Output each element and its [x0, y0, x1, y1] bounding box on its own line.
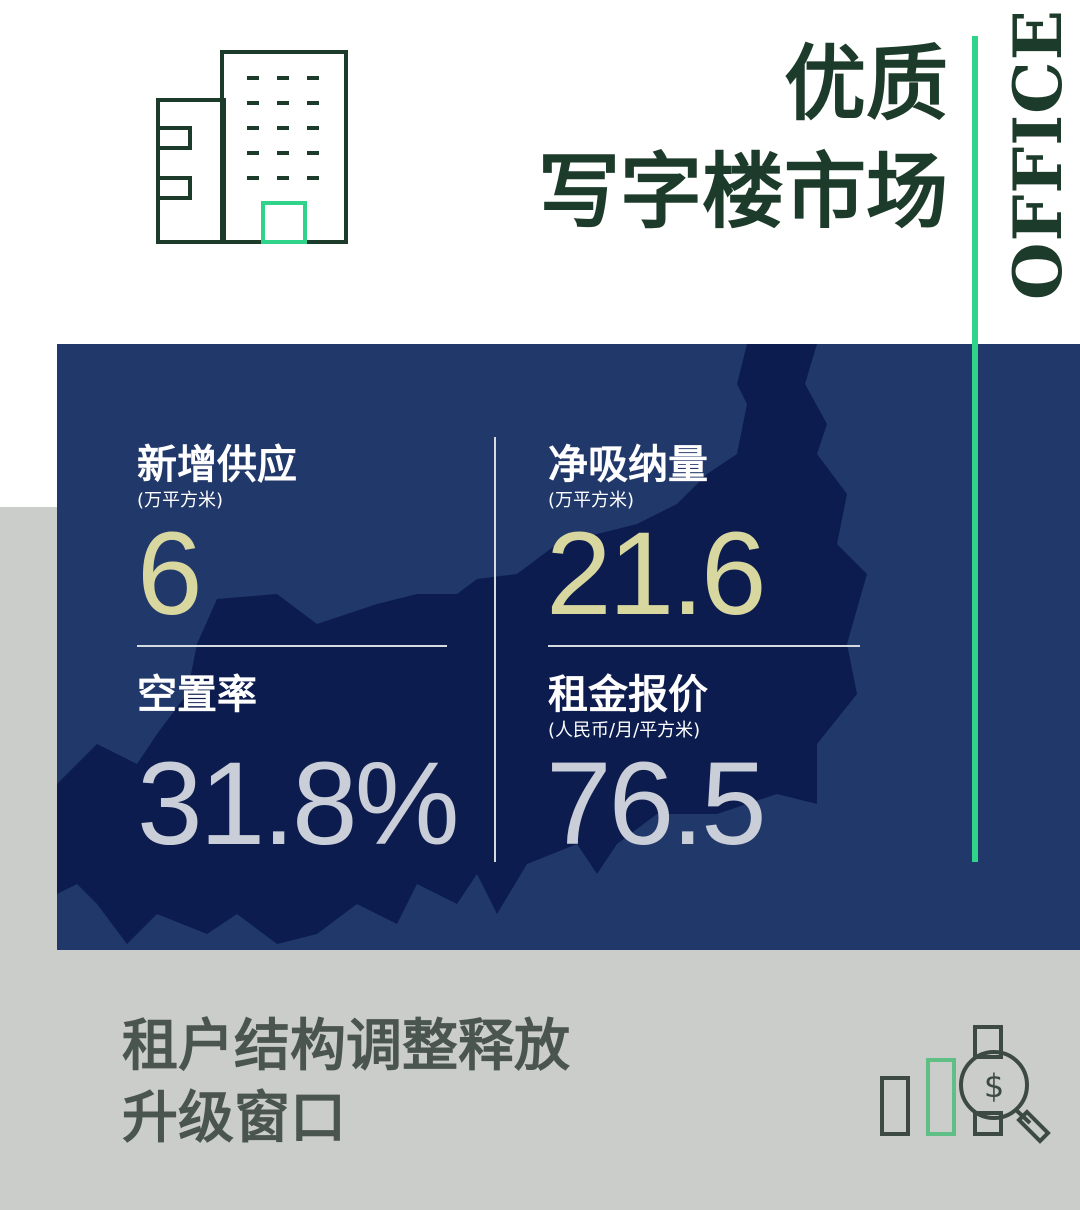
page-title: 优质 写字楼市场: [538, 30, 948, 246]
footer-line-2: 升级窗口: [122, 1085, 346, 1151]
accent-line: [972, 36, 978, 862]
svg-text:$: $: [984, 1067, 1004, 1105]
stat-unit: (万平方米): [137, 490, 224, 511]
stat-value: 31.8%: [137, 738, 460, 870]
stat-value: 6: [137, 508, 203, 640]
stat-label: 净吸纳量: [548, 442, 708, 488]
title-line-2: 写字楼市场: [537, 144, 948, 240]
stat-unit: (万平方米): [548, 490, 635, 511]
title-line-1: 优质: [783, 36, 948, 132]
stat-label: 新增供应: [137, 442, 297, 488]
office-side-label: OFFICE: [999, 9, 1077, 300]
stats-vertical-divider: [494, 437, 496, 862]
map-background: [57, 344, 1080, 950]
stats-panel: [57, 344, 1080, 950]
footer-line-1: 租户结构调整释放: [122, 1013, 570, 1079]
stat-value: 21.6: [546, 508, 767, 640]
stats-divider-left: [137, 645, 447, 647]
footer-headline: 租户结构调整释放 升级窗口: [122, 1010, 570, 1154]
stats-divider-right: [548, 645, 860, 647]
stat-label: 空置率: [137, 672, 257, 718]
stat-value: 76.5: [546, 738, 767, 870]
stat-unit: (人民币/月/平方米): [548, 720, 701, 741]
stat-label: 租金报价: [548, 672, 708, 718]
office-building-icon: [150, 48, 355, 252]
bar-chart-dollar-magnifier-icon: $: [870, 1015, 1070, 1159]
